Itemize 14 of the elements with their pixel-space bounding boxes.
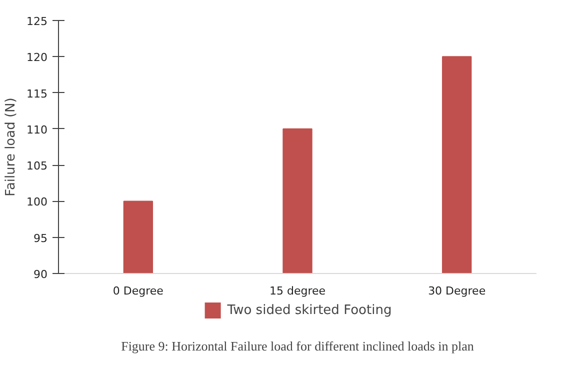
y-tick-label: 105: [26, 160, 48, 173]
caption: Figure 9: Horizontal Failure load for different inclined loads in plan: [121, 338, 474, 354]
y-tick-label: 115: [26, 87, 48, 100]
x-tick-label: 15 degree: [269, 284, 326, 298]
y-tick-label: 100: [26, 196, 48, 209]
x-tick-label: 0 Degree: [112, 284, 164, 298]
y-tick-label: 95: [34, 232, 48, 245]
x-tick-label: 30 Degree: [428, 284, 486, 298]
y-tick-label: 125: [26, 15, 48, 28]
y-tick-label: 90: [34, 268, 48, 281]
y-tick-label: 110: [26, 123, 48, 136]
y-tick-label: 120: [26, 51, 48, 64]
legend-label: Two sided skirted Footing: [227, 302, 392, 318]
y-axis-title: Failure load (N): [4, 98, 19, 196]
